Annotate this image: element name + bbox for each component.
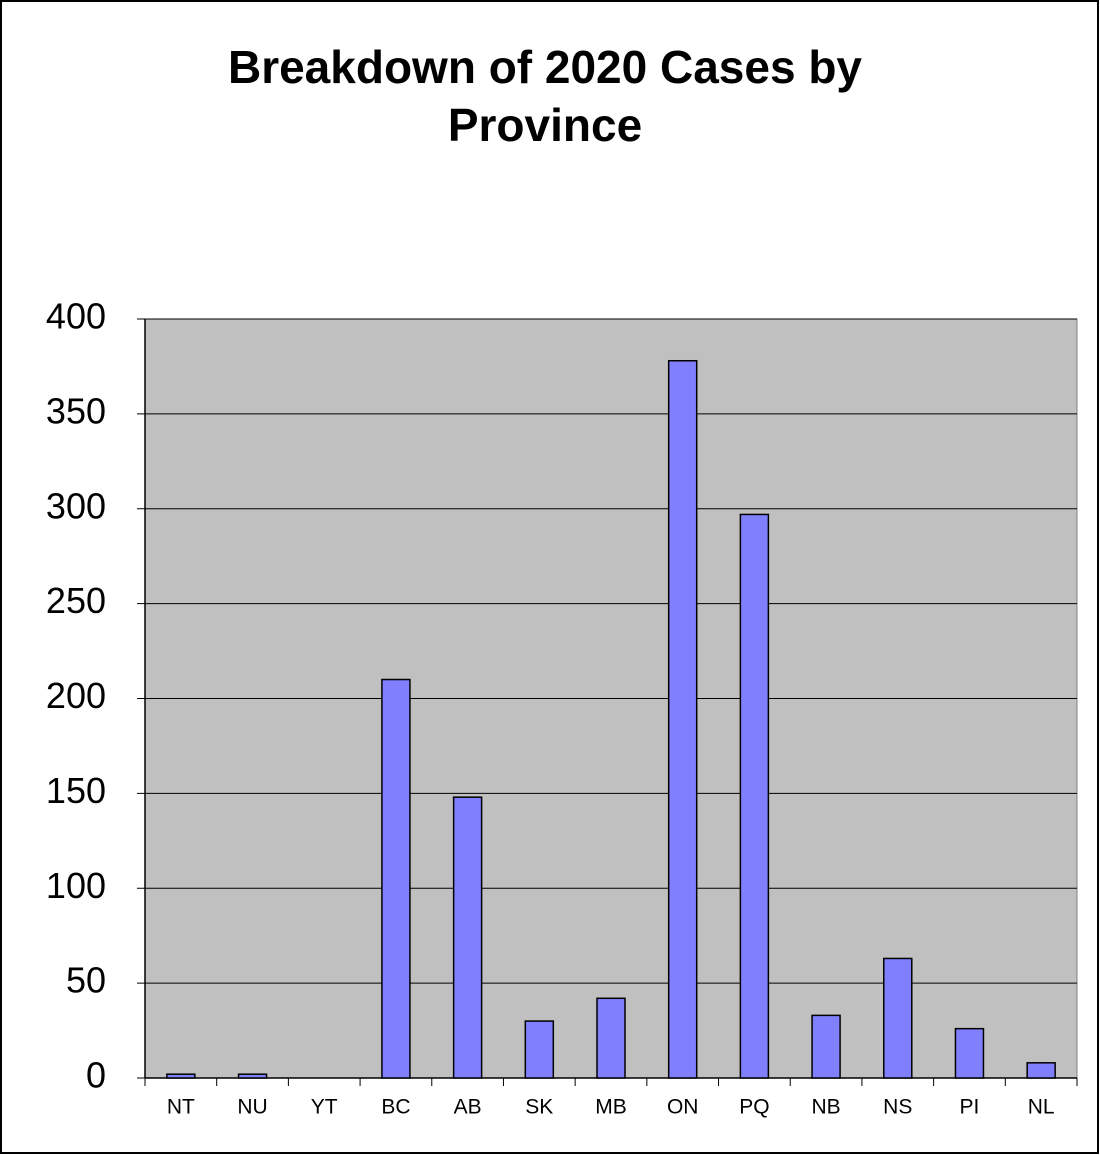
x-tick-label: NU [237,1096,267,1119]
bar [739,513,770,1079]
x-tick-label: PI [960,1096,980,1119]
x-tick-label: AB [454,1096,482,1119]
x-tick-label: YT [311,1096,338,1119]
x-tick-label: SK [525,1096,553,1119]
y-tick-label: 300 [46,485,106,526]
bar [1026,1062,1056,1079]
bar [883,957,913,1079]
bar [381,678,411,1079]
y-tick-label: 250 [46,580,106,621]
bar [596,997,626,1079]
y-tick-label: 200 [46,675,106,716]
y-tick-label: 150 [46,770,106,811]
bar [524,1020,555,1079]
x-tick-label: BC [381,1096,410,1119]
x-tick-label: NB [811,1096,840,1119]
x-tick-label: ON [667,1096,699,1119]
y-tick-label: 350 [46,390,106,431]
x-tick-label: NT [167,1096,195,1119]
bar [667,359,698,1079]
x-tick-label: MB [595,1096,627,1119]
chart-title: Breakdown of 2020 Cases by Province [227,41,863,151]
bar [811,1014,841,1079]
y-tick-label: 400 [46,296,106,337]
x-tick-label: NL [1028,1096,1055,1119]
bar [237,1073,268,1079]
bar [166,1073,196,1079]
y-tick-label: 0 [86,1055,106,1096]
y-tick-label: 50 [66,960,106,1001]
bar [452,796,483,1079]
y-tick-label: 100 [46,865,106,906]
x-tick-label: NS [883,1096,912,1119]
bar [954,1027,985,1079]
x-tick-label: PQ [739,1096,769,1119]
